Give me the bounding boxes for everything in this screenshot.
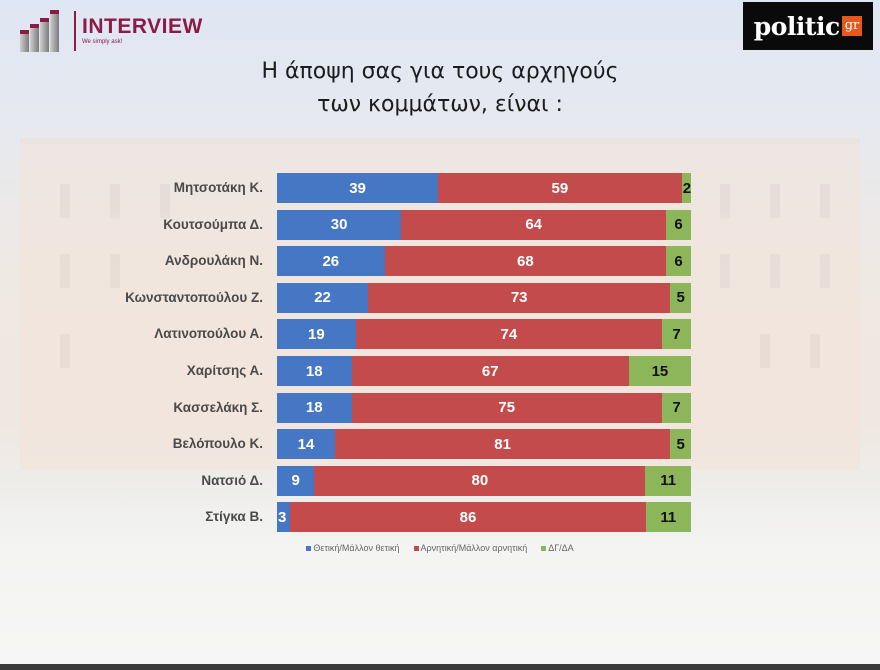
negative-segment: 86	[290, 502, 646, 533]
negative-segment: 64	[401, 209, 667, 240]
row-label: Ανδρουλάκη Ν.	[164, 253, 263, 269]
negative-segment: 81	[334, 429, 671, 460]
row-label: Κουτσούμπα Δ.	[163, 216, 263, 232]
logo-name: INTERVIEW	[82, 15, 203, 38]
politic-logo-word: politic	[753, 11, 840, 41]
logo-divider	[74, 11, 76, 51]
stacked-bar: 30 64 6	[277, 209, 691, 240]
dk-segment: 7	[662, 392, 691, 423]
row-label: Κασσελάκη Σ.	[173, 399, 263, 415]
stacked-bar: 9 80 11	[277, 465, 691, 496]
background-ground	[0, 470, 880, 670]
negative-segment: 73	[368, 282, 671, 313]
row-label: Στίγκα Β.	[205, 509, 263, 525]
chart-row: Ανδρουλάκη Ν. 26 68 6	[0, 246, 880, 277]
positive-segment: 19	[277, 319, 356, 350]
chart-row: Κωνσταντοπούλου Ζ. 22 73 5	[0, 282, 880, 313]
bottom-border	[0, 664, 880, 670]
interview-logo: INTERVIEW We simply ask!	[20, 8, 203, 54]
dk-segment: 6	[666, 246, 691, 277]
chart-row: Κασσελάκη Σ. 18 75 7	[0, 392, 880, 423]
title-line-2: των κομμάτων, είναι :	[317, 92, 563, 117]
dk-segment: 6	[666, 209, 691, 240]
chart-row: Στίγκα Β. 3 86 11	[0, 502, 880, 533]
stacked-bar: 19 74 7	[277, 319, 691, 350]
dk-segment: 7	[662, 319, 691, 350]
legend-item: Αρνητική/Μάλλον αρνητική	[413, 543, 528, 553]
positive-segment: 3	[277, 502, 291, 533]
dk-segment: 15	[628, 356, 691, 386]
negative-segment: 80	[314, 465, 646, 496]
stacked-bar: 18 67 15	[277, 356, 691, 386]
legend-label: Θετική/Μάλλον θετική	[313, 543, 400, 553]
row-label: Λατινοπούλου Α.	[154, 326, 263, 342]
stacked-bar: 39 59 2	[277, 173, 691, 203]
logo-tagline: We simply ask!	[82, 39, 123, 45]
row-label: Βελόπουλο Κ.	[172, 436, 263, 452]
chart-row: Λατινοπούλου Α. 19 74 7	[0, 319, 880, 350]
positive-segment: 18	[277, 392, 352, 423]
row-label: Κωνσταντοπούλου Ζ.	[125, 289, 263, 305]
legend-label: Αρνητική/Μάλλον αρνητική	[420, 543, 528, 553]
dk-segment: 5	[670, 282, 691, 313]
positive-segment: 22	[277, 282, 369, 313]
politic-gr-logo: politic gr	[743, 2, 873, 50]
chart-row: Βελόπουλο Κ. 14 81 5	[0, 429, 880, 460]
chart-title: Η άποψη σας για τους αρχηγούς των κομμάτ…	[180, 55, 700, 121]
positive-segment: 14	[277, 429, 335, 460]
bar-chart-logo-icon	[20, 10, 68, 52]
stacked-bar: 18 75 7	[277, 392, 691, 423]
chart-row: Κουτσούμπα Δ. 30 64 6	[0, 209, 880, 240]
chart-row: Μητσοτάκη Κ. 39 59 2	[0, 173, 880, 203]
legend-item: ΔΓ/ΔΑ	[541, 543, 574, 553]
positive-segment: 30	[277, 209, 402, 240]
negative-segment: 67	[351, 356, 629, 386]
stacked-bar: 14 81 5	[277, 429, 691, 460]
legend-swatch-icon	[413, 545, 419, 551]
dk-segment: 11	[645, 465, 691, 496]
title-line-1: Η άποψη σας για τους αρχηγούς	[261, 59, 619, 84]
negative-segment: 68	[384, 246, 667, 277]
positive-segment: 18	[277, 356, 352, 386]
chart-legend: Θετική/Μάλλον θετική Αρνητική/Μάλλον αρνη…	[0, 543, 880, 553]
stacked-bar: 3 86 11	[277, 502, 691, 533]
dk-segment: 2	[681, 173, 691, 203]
row-label: Νατσιό Δ.	[201, 472, 263, 488]
negative-segment: 75	[351, 392, 663, 423]
negative-segment: 74	[355, 319, 663, 350]
politic-logo-suffix: gr	[841, 16, 863, 36]
positive-segment: 26	[277, 246, 385, 277]
negative-segment: 59	[438, 173, 682, 203]
stacked-bar: 26 68 6	[277, 246, 691, 277]
row-label: Μητσοτάκη Κ.	[173, 180, 263, 195]
positive-segment: 39	[277, 173, 439, 203]
legend-item: Θετική/Μάλλον θετική	[306, 543, 400, 553]
chart-row: Χαρίτσης Α. 18 67 15	[0, 356, 880, 386]
legend-label: ΔΓ/ΔΑ	[548, 543, 574, 553]
stacked-bar: 22 73 5	[277, 282, 691, 313]
legend-swatch-icon	[541, 545, 547, 551]
dk-segment: 5	[670, 429, 691, 460]
positive-segment: 9	[277, 465, 315, 496]
row-label: Χαρίτσης Α.	[186, 363, 263, 378]
chart-row: Νατσιό Δ. 9 80 11	[0, 465, 880, 496]
legend-swatch-icon	[306, 545, 312, 551]
dk-segment: 11	[645, 502, 691, 533]
